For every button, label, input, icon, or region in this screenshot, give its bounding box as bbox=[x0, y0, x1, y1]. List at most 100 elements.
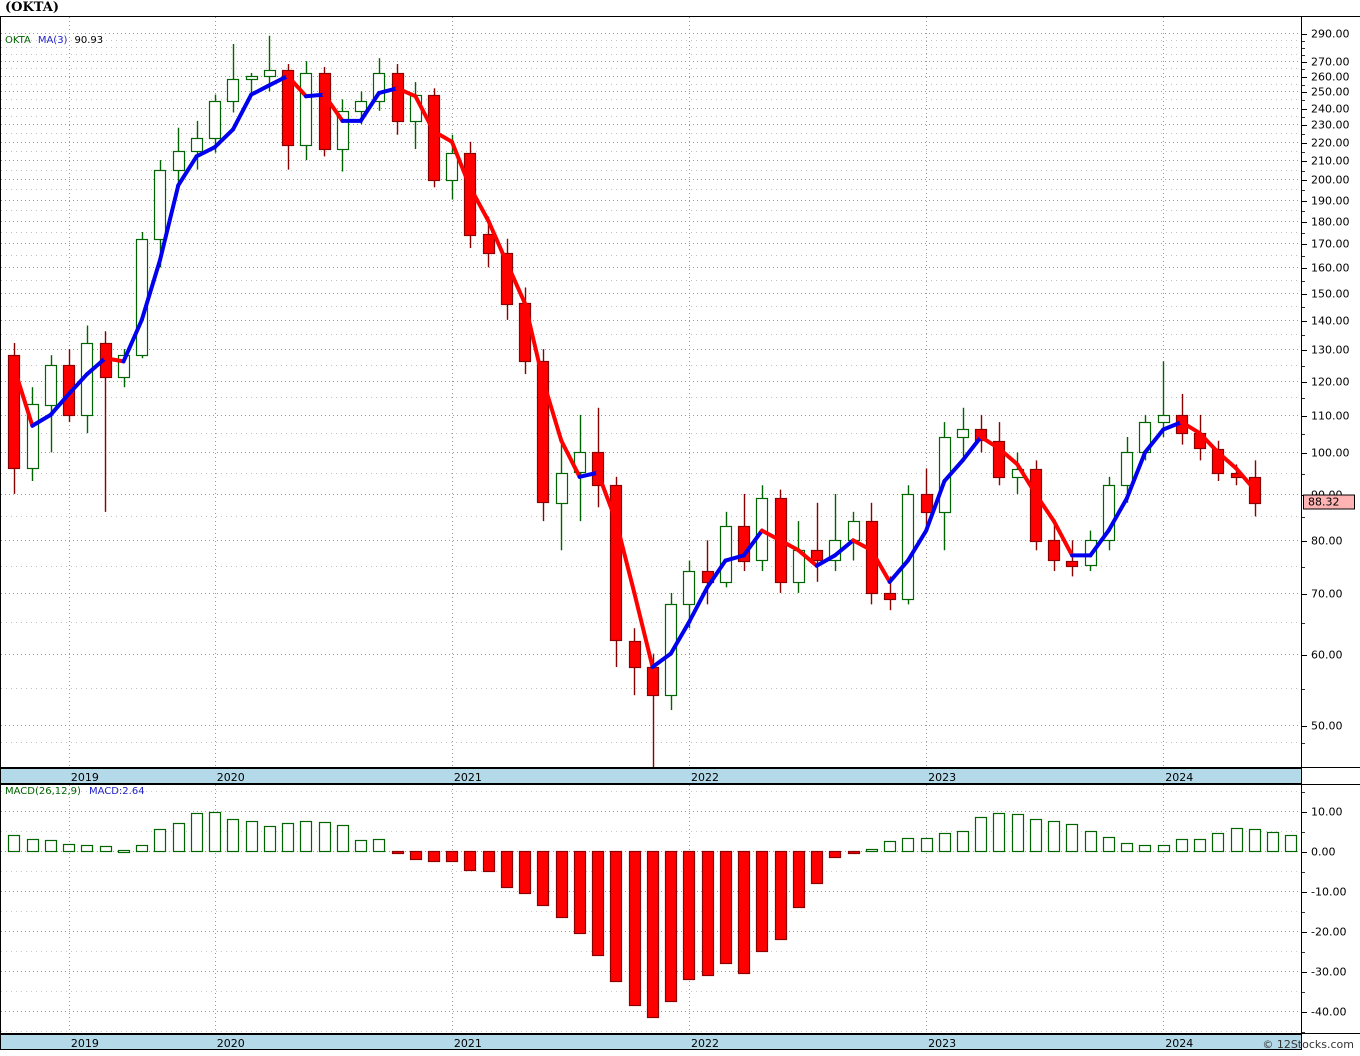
macd-minor-tick bbox=[1302, 832, 1305, 833]
price-tick-label: 250.00 bbox=[1311, 85, 1350, 99]
candlestick-series bbox=[7, 35, 1262, 767]
macd-bar bbox=[281, 822, 295, 853]
macd-bar bbox=[7, 834, 21, 853]
ma3-segment bbox=[978, 434, 1002, 451]
ma3-segment bbox=[869, 548, 892, 584]
macd-bar bbox=[226, 818, 240, 853]
macd-bar bbox=[245, 820, 259, 853]
candle-body bbox=[336, 110, 350, 151]
macd-bar bbox=[117, 849, 131, 854]
candle-body bbox=[135, 238, 149, 357]
macd-tick-mark bbox=[1302, 812, 1307, 813]
macd-bar bbox=[354, 839, 368, 853]
price-minor-tick bbox=[1302, 69, 1305, 70]
candle-body bbox=[719, 525, 733, 584]
ma3-segment bbox=[796, 548, 819, 568]
ma3-segment bbox=[1161, 420, 1184, 432]
macd-tick-label: -40.00 bbox=[1311, 1005, 1347, 1019]
macd-bar bbox=[755, 850, 769, 953]
price-tick-label: 190.00 bbox=[1311, 194, 1350, 208]
x-axis-year-label: 2024 bbox=[1165, 1037, 1194, 1050]
price-minor-tick bbox=[1302, 281, 1305, 282]
candle-body bbox=[318, 72, 332, 151]
price-tick-mark bbox=[1302, 382, 1307, 383]
price-tick-label: 100.00 bbox=[1311, 446, 1350, 460]
macd-bar bbox=[1175, 838, 1189, 853]
macd-bar bbox=[938, 832, 952, 853]
price-plot-canvas bbox=[1, 17, 1301, 767]
candle-body bbox=[1065, 560, 1079, 568]
price-tick-mark bbox=[1302, 416, 1307, 417]
macd-bar bbox=[774, 850, 788, 941]
price-tick-mark bbox=[1302, 726, 1307, 727]
price-legend: OKTA MA(3) 90.93 bbox=[5, 35, 103, 46]
ma3-segment bbox=[723, 553, 746, 563]
ma3-segment bbox=[48, 391, 71, 417]
macd-plot-canvas bbox=[1, 785, 1301, 1033]
macd-bar bbox=[701, 850, 715, 977]
price-tick-label: 130.00 bbox=[1311, 343, 1350, 357]
macd-bar bbox=[1248, 828, 1262, 853]
macd-tick-mark bbox=[1302, 1012, 1307, 1013]
x-axis-year-label: 2021 bbox=[453, 771, 482, 784]
ma3-segment bbox=[942, 458, 965, 484]
price-tick-mark bbox=[1302, 180, 1307, 181]
ma3-segment bbox=[30, 412, 53, 428]
price-tick-mark bbox=[1302, 92, 1307, 93]
ma3-segment bbox=[997, 446, 1020, 467]
price-legend-symbol: OKTA bbox=[5, 35, 31, 46]
candle-body bbox=[646, 666, 660, 697]
ma3-segment bbox=[431, 129, 454, 144]
candle-body bbox=[391, 72, 405, 123]
candle-body bbox=[445, 152, 459, 182]
candle-body bbox=[44, 364, 58, 407]
ma3-segment bbox=[668, 620, 692, 656]
macd-bar bbox=[737, 850, 751, 975]
macd-bar bbox=[1157, 844, 1171, 853]
price-tick-label: 160.00 bbox=[1311, 261, 1350, 275]
ma3-segment bbox=[176, 154, 199, 188]
price-tick-label: 270.00 bbox=[1311, 55, 1350, 69]
ma3-segment bbox=[1015, 462, 1038, 496]
ma3-segment bbox=[121, 317, 144, 364]
price-minor-tick bbox=[1302, 48, 1305, 49]
macd-y-axis: 10.00 0.00 -10.00 -20.00 -30.00 -40.00 bbox=[1302, 784, 1360, 1034]
ma3-segment bbox=[1124, 450, 1148, 501]
price-tick-mark bbox=[1302, 109, 1307, 110]
macd-minor-tick bbox=[1302, 792, 1305, 793]
ma3-segment bbox=[449, 139, 473, 190]
ma3-segment bbox=[577, 470, 600, 479]
macd-bar bbox=[573, 850, 587, 935]
price-minor-tick bbox=[1302, 366, 1305, 367]
ma3-segment bbox=[595, 470, 619, 524]
ma3-segment bbox=[486, 218, 509, 265]
price-tick-label: 290.00 bbox=[1311, 27, 1350, 41]
copyright-notice: © 12Stocks.com bbox=[1262, 1038, 1354, 1051]
ma3-segment bbox=[851, 538, 874, 553]
candle-body bbox=[7, 354, 21, 470]
price-tick-label: 120.00 bbox=[1311, 375, 1350, 389]
candle-body bbox=[172, 150, 186, 172]
macd-bar bbox=[1266, 831, 1280, 853]
ma3-segment bbox=[1106, 496, 1129, 533]
ma3-segment bbox=[468, 185, 491, 223]
ma3-segment bbox=[614, 519, 637, 595]
macd-bar bbox=[992, 812, 1006, 853]
ma3-segment bbox=[1088, 528, 1111, 558]
price-tick-mark bbox=[1302, 77, 1307, 78]
price-tick-mark bbox=[1302, 201, 1307, 202]
macd-minor-tick bbox=[1302, 1032, 1305, 1033]
price-tick-mark bbox=[1302, 62, 1307, 63]
macd-bar bbox=[628, 850, 642, 1007]
macd-bar bbox=[26, 838, 40, 853]
macd-bar bbox=[1138, 844, 1152, 853]
candle-body bbox=[920, 493, 934, 514]
price-tick-label: 80.00 bbox=[1311, 534, 1343, 548]
x-axis-year-label: 2022 bbox=[691, 1037, 720, 1050]
macd-bar bbox=[1211, 832, 1225, 853]
ma3-segment bbox=[1143, 427, 1166, 455]
price-tick-mark bbox=[1302, 655, 1307, 656]
x-axis-year-label: 2023 bbox=[928, 1037, 957, 1050]
macd-bar bbox=[482, 850, 496, 873]
candle-body bbox=[737, 525, 751, 563]
